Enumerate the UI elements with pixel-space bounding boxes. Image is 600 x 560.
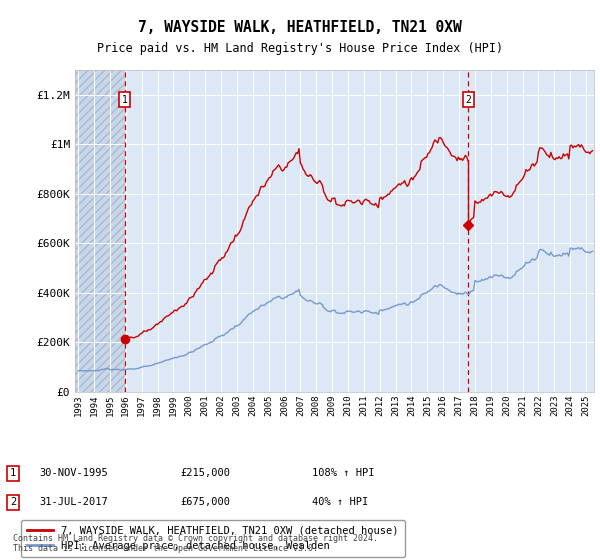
- Text: 2: 2: [10, 497, 16, 507]
- Text: Price paid vs. HM Land Registry's House Price Index (HPI): Price paid vs. HM Land Registry's House …: [97, 42, 503, 55]
- Text: 1: 1: [10, 468, 16, 478]
- Text: 40% ↑ HPI: 40% ↑ HPI: [312, 497, 368, 507]
- Bar: [75, 70, 125, 392]
- Text: 108% ↑ HPI: 108% ↑ HPI: [312, 468, 374, 478]
- Legend: 7, WAYSIDE WALK, HEATHFIELD, TN21 0XW (detached house), HPI: Average price, deta: 7, WAYSIDE WALK, HEATHFIELD, TN21 0XW (d…: [20, 520, 405, 557]
- Text: 31-JUL-2017: 31-JUL-2017: [39, 497, 108, 507]
- Text: 30-NOV-1995: 30-NOV-1995: [39, 468, 108, 478]
- Text: 7, WAYSIDE WALK, HEATHFIELD, TN21 0XW: 7, WAYSIDE WALK, HEATHFIELD, TN21 0XW: [138, 20, 462, 35]
- Text: 2: 2: [466, 95, 471, 105]
- Text: £675,000: £675,000: [180, 497, 230, 507]
- Text: 1: 1: [122, 95, 127, 105]
- Text: £215,000: £215,000: [180, 468, 230, 478]
- Text: Contains HM Land Registry data © Crown copyright and database right 2024.
This d: Contains HM Land Registry data © Crown c…: [13, 534, 378, 553]
